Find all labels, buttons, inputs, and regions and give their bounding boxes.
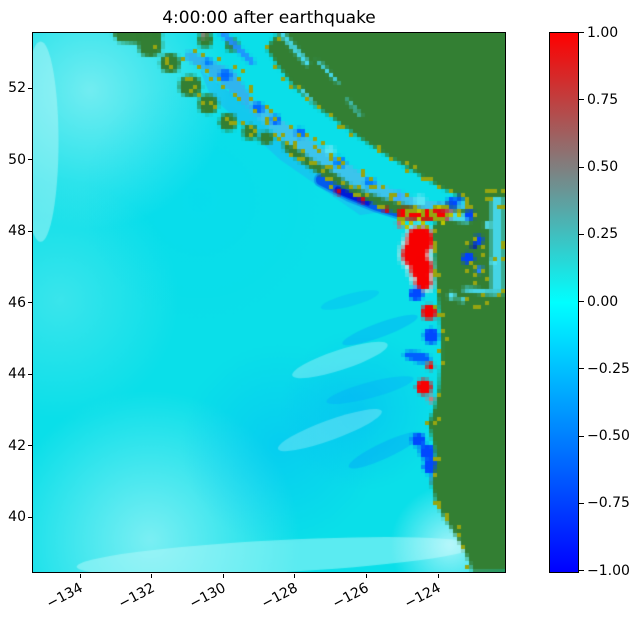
y-tick-label: 48 [8,223,26,239]
colorbar-tick-mark [579,502,584,504]
colorbar-tick-label: −0.25 [587,360,630,377]
x-tick-mark [79,574,81,578]
x-tick-label: −132 [115,580,158,613]
map-frame [32,32,506,573]
y-tick-mark [28,445,32,446]
y-tick-mark [28,159,32,160]
colorbar-tick-label: 0.00 [587,293,619,310]
y-tick-mark [28,230,32,232]
colorbar-tick-label: −0.50 [587,428,630,444]
y-tick-mark [28,516,32,518]
y-tick-label: 52 [8,80,26,96]
x-tick-label: −124 [402,580,444,613]
colorbar-tick-mark [579,32,584,33]
colorbar-tick-label: 0.25 [587,226,619,243]
x-tick-label: −130 [187,580,229,613]
colorbar-tick-label: 0.75 [587,91,619,108]
y-tick-mark [28,373,32,375]
y-tick-label: 42 [8,437,26,454]
colorbar-tick-label: −0.75 [587,495,630,512]
colorbar-tick-label: 1.00 [587,24,619,41]
colorbar-tick-mark [579,99,584,101]
colorbar-tick-label: 0.50 [587,159,619,175]
colorbar-tick-mark [579,435,584,437]
y-tick-label: 50 [8,151,26,168]
colorbar-tick-mark [579,368,584,370]
y-tick-label: 46 [8,294,26,311]
x-tick-label: −126 [330,580,372,613]
colorbar-tick-mark [579,233,584,235]
x-tick-mark [437,574,439,578]
y-tick-mark [28,87,32,89]
x-tick-mark [294,574,296,578]
x-tick-label: −134 [44,580,86,613]
map-canvas [33,33,505,572]
colorbar-tick-mark [579,570,584,571]
x-tick-label: −128 [258,580,301,613]
colorbar [549,32,579,573]
plot-title: 4:00:00 after earthquake [162,8,376,28]
colorbar-tick-mark [579,166,584,168]
y-tick-label: 40 [8,509,26,525]
y-tick-mark [28,302,32,303]
x-tick-mark [365,574,367,578]
colorbar-tick-mark [579,301,584,302]
colorbar-tick-label: −1.00 [587,562,630,579]
y-tick-label: 44 [8,366,26,382]
x-tick-mark [222,574,224,578]
x-tick-mark [151,574,153,578]
